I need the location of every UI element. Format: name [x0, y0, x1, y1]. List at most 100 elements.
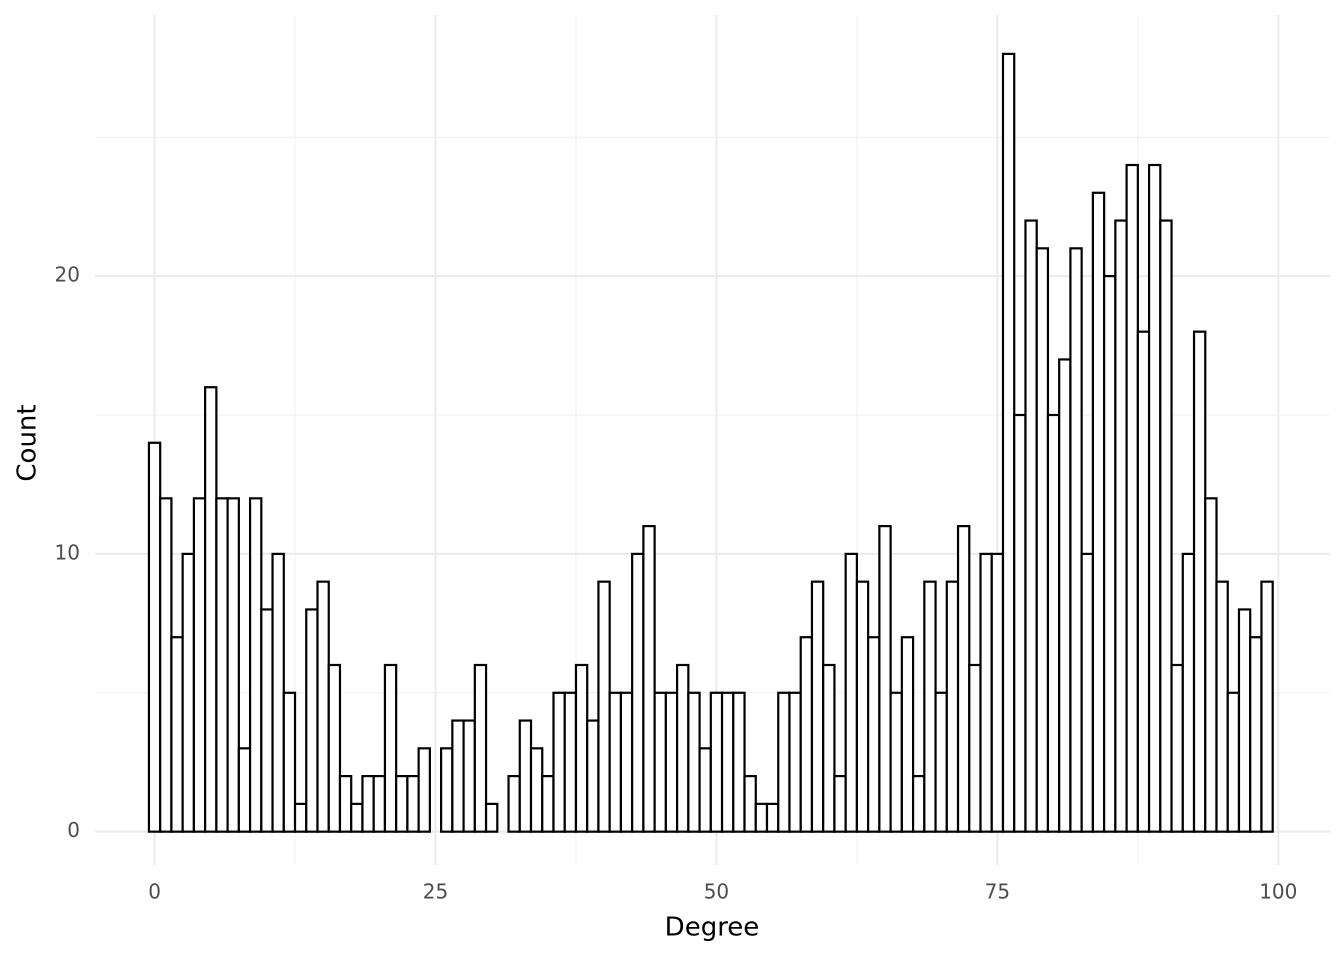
bar	[934, 691, 948, 833]
bar	[619, 691, 634, 833]
bar	[1058, 358, 1072, 833]
bar	[687, 691, 701, 833]
y-tick-label: 20	[55, 263, 80, 287]
bar	[923, 580, 937, 833]
bar	[979, 552, 993, 833]
bar	[709, 691, 724, 833]
bar	[1147, 163, 1162, 833]
bar	[1181, 552, 1196, 833]
bar	[1035, 247, 1050, 833]
bar	[990, 552, 1005, 833]
bar	[1091, 191, 1106, 833]
bar	[282, 691, 297, 833]
bar	[215, 497, 229, 833]
bar	[1114, 219, 1128, 833]
bar	[529, 747, 544, 833]
bar	[541, 775, 555, 833]
bar	[1249, 636, 1263, 833]
bar	[956, 525, 971, 833]
bar	[732, 691, 746, 833]
bar	[968, 663, 982, 833]
bar	[900, 636, 915, 833]
bar	[1080, 552, 1094, 833]
bar	[799, 636, 814, 833]
bar	[889, 691, 903, 833]
bar	[810, 580, 825, 833]
bar	[181, 552, 195, 833]
bar	[248, 497, 263, 833]
bar	[1192, 330, 1207, 833]
bar	[147, 441, 162, 833]
bar	[1125, 163, 1139, 833]
bar	[372, 775, 387, 833]
bar	[552, 691, 566, 833]
bar	[1013, 413, 1027, 833]
bar	[855, 580, 870, 833]
bar	[1136, 330, 1151, 833]
bar	[1170, 663, 1184, 833]
bar	[653, 691, 667, 833]
bar	[1260, 580, 1274, 833]
bar	[586, 719, 600, 833]
bar	[462, 719, 476, 833]
bar	[754, 802, 769, 833]
bar	[338, 775, 353, 833]
bar	[1215, 580, 1229, 833]
bar	[631, 552, 645, 833]
bar	[383, 663, 398, 833]
bar	[878, 525, 892, 833]
bar	[574, 663, 589, 833]
bar	[1024, 219, 1038, 833]
bar	[293, 802, 308, 833]
bar	[305, 608, 319, 833]
bar	[822, 663, 836, 833]
x-tick-label: 50	[704, 880, 729, 904]
bar	[1159, 219, 1173, 833]
bar	[170, 636, 184, 833]
bar	[327, 663, 342, 833]
bar	[743, 775, 757, 833]
bar	[1237, 608, 1252, 833]
bar	[1046, 413, 1061, 833]
bar	[833, 775, 847, 833]
bar	[642, 525, 656, 833]
y-tick-label: 0	[67, 818, 80, 842]
bar	[563, 691, 578, 833]
bar	[260, 608, 274, 833]
bar	[350, 802, 364, 833]
bar	[1069, 247, 1083, 833]
bar	[698, 747, 712, 833]
bar	[361, 775, 375, 833]
bar	[507, 775, 521, 833]
x-tick-label: 25	[423, 880, 448, 904]
bar	[765, 802, 780, 833]
bar	[608, 691, 623, 833]
bar	[159, 497, 173, 833]
bar	[1226, 691, 1241, 833]
x-axis-label: Degree	[665, 913, 760, 943]
bar	[945, 580, 960, 833]
x-tick-label: 0	[148, 880, 161, 904]
bar	[788, 691, 802, 833]
bar	[316, 580, 330, 833]
bar	[192, 497, 207, 833]
bar	[1001, 52, 1016, 833]
bar	[484, 802, 499, 833]
x-tick-label: 100	[1259, 880, 1297, 904]
bar	[226, 497, 240, 833]
bar	[395, 775, 409, 833]
x-tick-label: 75	[985, 880, 1010, 904]
bar	[237, 747, 252, 833]
bar	[406, 775, 420, 833]
bars	[147, 52, 1274, 833]
bar	[1103, 275, 1117, 833]
y-tick-label: 10	[55, 540, 80, 564]
y-axis-label: Count	[13, 404, 43, 481]
bar	[1204, 497, 1218, 833]
bar	[440, 747, 454, 833]
bar	[664, 691, 679, 833]
bar	[204, 386, 218, 833]
bar	[417, 747, 431, 833]
bar	[676, 663, 690, 833]
